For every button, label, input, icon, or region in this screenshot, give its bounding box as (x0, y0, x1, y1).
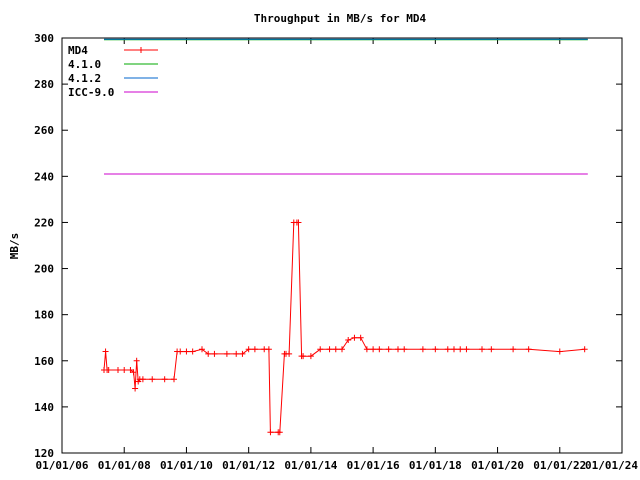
data-point (401, 346, 408, 353)
plot-frame (61, 37, 623, 454)
data-point (556, 348, 563, 355)
data-point (276, 429, 283, 436)
x-tick-label: 01/01/16 (347, 459, 400, 472)
legend-label: 4.1.0 (68, 58, 101, 71)
data-point (121, 367, 128, 373)
y-tick-label: 300 (34, 32, 54, 45)
data-point (385, 346, 392, 353)
data-point (457, 346, 464, 353)
data-point (370, 346, 377, 353)
data-point (525, 346, 532, 353)
x-tick-label: 01/01/14 (284, 459, 337, 472)
y-tick-label: 260 (34, 124, 54, 137)
x-tick-label: 01/01/12 (222, 459, 275, 472)
data-point (251, 346, 258, 353)
data-point (488, 346, 495, 353)
x-tick-label: 01/01/08 (98, 459, 151, 472)
data-point (239, 350, 246, 357)
data-point (307, 353, 314, 360)
data-point (127, 367, 134, 373)
data-point (295, 219, 302, 226)
series-md4 (101, 219, 588, 436)
x-tick-label: 01/01/06 (36, 459, 89, 472)
data-point (463, 346, 470, 353)
data-point (363, 346, 370, 353)
data-point (432, 346, 439, 353)
series-layer (101, 38, 588, 436)
y-tick-label: 220 (34, 216, 54, 229)
data-point (102, 348, 109, 355)
data-point (419, 346, 426, 353)
data-point (444, 346, 451, 353)
data-point (139, 376, 146, 383)
data-point (265, 346, 272, 353)
y-tick-label: 200 (34, 263, 54, 276)
x-tick-label: 01/01/22 (533, 459, 586, 472)
y-tick-label: 240 (34, 170, 54, 183)
data-point (149, 376, 156, 383)
data-point (479, 346, 485, 353)
data-point (183, 348, 190, 355)
data-point (451, 346, 457, 353)
y-tick-label: 160 (34, 355, 54, 368)
data-point (345, 337, 352, 344)
data-point (133, 357, 140, 364)
x-tick-label: 01/01/18 (409, 459, 462, 472)
data-point (161, 376, 168, 383)
data-point (233, 350, 240, 357)
data-point (510, 346, 517, 353)
data-point (245, 346, 252, 353)
data-point (115, 367, 121, 373)
data-point (326, 346, 333, 353)
y-tick-label: 140 (34, 401, 54, 414)
y-tick-label: 280 (34, 78, 54, 91)
chart-title: Throughput in MB/s for MD4 (254, 12, 427, 25)
data-point (199, 346, 205, 353)
data-point (267, 429, 274, 436)
data-point (357, 334, 364, 341)
data-point (286, 350, 293, 357)
legend-label: 4.1.2 (68, 72, 101, 85)
y-axis-label: MB/s (8, 233, 21, 260)
data-point (395, 346, 401, 353)
data-point (223, 350, 230, 357)
data-point (332, 346, 339, 353)
data-point (376, 346, 383, 353)
y-tick-label: 180 (34, 309, 54, 322)
data-point (171, 376, 177, 383)
data-point (300, 353, 307, 360)
data-point (317, 346, 324, 353)
x-tick-label: 01/01/10 (160, 459, 213, 472)
data-point (339, 346, 345, 353)
data-point (177, 348, 184, 355)
legend-label: ICC-9.0 (68, 86, 114, 99)
data-point (581, 346, 588, 353)
data-point (211, 350, 218, 357)
data-point (189, 348, 196, 355)
series-line (103, 221, 585, 433)
x-tick-label: 01/01/24 (585, 459, 638, 472)
data-point (205, 350, 212, 357)
data-point (130, 369, 137, 376)
legend-marker (138, 47, 144, 53)
axes: 120 140 160 180 200 220 240 260 280 300 01/01/06 01… (34, 32, 638, 472)
x-tick-label: 01/01/20 (471, 459, 524, 472)
legend-label: MD4 (68, 44, 88, 57)
data-point (132, 385, 139, 392)
data-point (105, 367, 112, 373)
y-tick-label: 120 (34, 447, 54, 460)
data-point (351, 334, 358, 341)
